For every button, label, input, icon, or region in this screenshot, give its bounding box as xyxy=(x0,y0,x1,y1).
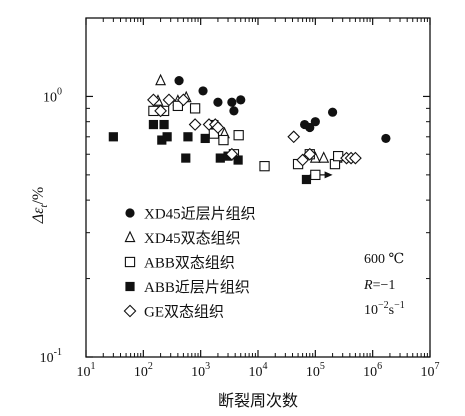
data-point-filled-square xyxy=(157,135,167,145)
data-point-open-square xyxy=(310,169,321,181)
data-point-open-diamond xyxy=(303,147,317,161)
data-markers xyxy=(108,73,391,185)
legend-label: GE双态组织 xyxy=(144,304,224,321)
x-tick-label: 104 xyxy=(249,361,268,380)
data-point-open-triangle xyxy=(318,151,330,163)
x-tick-label: 103 xyxy=(191,361,210,380)
legend: XD45近层片组织 XD45双态组织 ABB双态组织 ABB近层片组织 GE双态组织 xyxy=(123,206,256,321)
legend-marker-open-square xyxy=(124,256,136,268)
data-point-open-square xyxy=(172,100,184,112)
y-tick-label: 100 xyxy=(43,86,62,105)
data-point-filled-circle xyxy=(236,95,246,105)
data-point-filled-square xyxy=(148,119,159,130)
temperature-label: 600 ℃ xyxy=(364,252,404,267)
data-point-open-diamond xyxy=(225,147,239,161)
data-point-open-diamond xyxy=(211,121,225,134)
data-point-filled-circle xyxy=(198,86,208,96)
data-point-filled-circle xyxy=(227,97,237,107)
legend-label: ABB近层片组织 xyxy=(144,279,250,296)
data-point-filled-circle xyxy=(229,106,239,116)
data-point-filled-circle xyxy=(310,117,320,127)
data-point-filled-square xyxy=(215,153,225,163)
data-point-filled-square xyxy=(108,132,118,142)
legend-marker-filled-square xyxy=(125,281,135,292)
data-point-open-diamond xyxy=(296,153,309,167)
x-tick-label: 105 xyxy=(306,361,325,380)
data-point-filled-circle xyxy=(381,133,391,144)
y-axis-label: Δεt/% xyxy=(30,187,50,225)
data-point-open-triangle xyxy=(155,73,167,86)
x-tick-label: 101 xyxy=(77,361,96,380)
data-point-open-diamond xyxy=(162,93,176,107)
data-point-open-diamond xyxy=(349,151,362,165)
data-point-open-diamond xyxy=(188,118,202,131)
strain-rate-unit: s xyxy=(389,303,394,318)
data-point-filled-square xyxy=(181,153,191,163)
legend-marker-open-diamond xyxy=(123,304,137,318)
data-point-open-square xyxy=(218,134,229,146)
data-point-filled-square xyxy=(233,155,243,165)
strain-rate-unit-exp: −1 xyxy=(394,300,405,311)
y-axis-label-main: Δε xyxy=(30,207,47,224)
y-tick-label: 10-1 xyxy=(40,347,62,366)
y-axis-label-sub: t xyxy=(38,204,50,208)
x-tick-label: 102 xyxy=(134,361,153,380)
legend-label: XD45近层片组织 xyxy=(144,206,256,223)
x-tick-label: 107 xyxy=(421,361,440,380)
data-point-filled-square xyxy=(183,132,193,142)
data-point-open-diamond xyxy=(287,130,301,144)
data-point-filled-square xyxy=(301,174,312,185)
data-point-open-diamond xyxy=(177,93,190,107)
stress-ratio-symbol: R xyxy=(363,278,373,293)
stress-ratio-label: R=−1 xyxy=(363,278,395,293)
x-tick-label: 106 xyxy=(363,361,382,380)
data-point-open-square xyxy=(332,150,344,162)
legend-marker-filled-circle xyxy=(125,208,135,218)
data-point-filled-square xyxy=(200,133,210,144)
legend-marker-open-triangle xyxy=(124,230,136,243)
y-axis-label-unit: /% xyxy=(30,187,47,205)
stress-ratio-value: =−1 xyxy=(373,278,396,293)
strain-rate-exp: −2 xyxy=(378,300,389,311)
data-point-open-square xyxy=(189,103,201,114)
strain-rate-base: 10 xyxy=(364,303,378,318)
data-point-open-diamond xyxy=(154,104,167,118)
x-axis-label: 断裂周次数 xyxy=(218,392,298,410)
data-point-open-diamond xyxy=(147,93,160,107)
legend-label: ABB双态组织 xyxy=(144,255,235,272)
test-conditions: 600 ℃ R=−1 10−2s−1 xyxy=(363,252,405,318)
data-point-filled-circle xyxy=(305,122,315,133)
data-point-filled-circle xyxy=(327,107,338,117)
data-point-filled-circle xyxy=(213,97,223,107)
data-point-filled-square xyxy=(162,132,172,142)
runout-arrow-head xyxy=(324,171,333,179)
data-point-open-square xyxy=(233,130,244,141)
data-point-open-square xyxy=(259,161,270,172)
legend-label: XD45双态组织 xyxy=(144,230,241,247)
plot-area: 101 102 103 104 105 106 107 10-1 100 xyxy=(40,17,440,380)
data-point-filled-square xyxy=(159,119,169,130)
data-point-filled-circle xyxy=(174,76,184,86)
strain-rate-label: 10−2s−1 xyxy=(364,300,405,318)
